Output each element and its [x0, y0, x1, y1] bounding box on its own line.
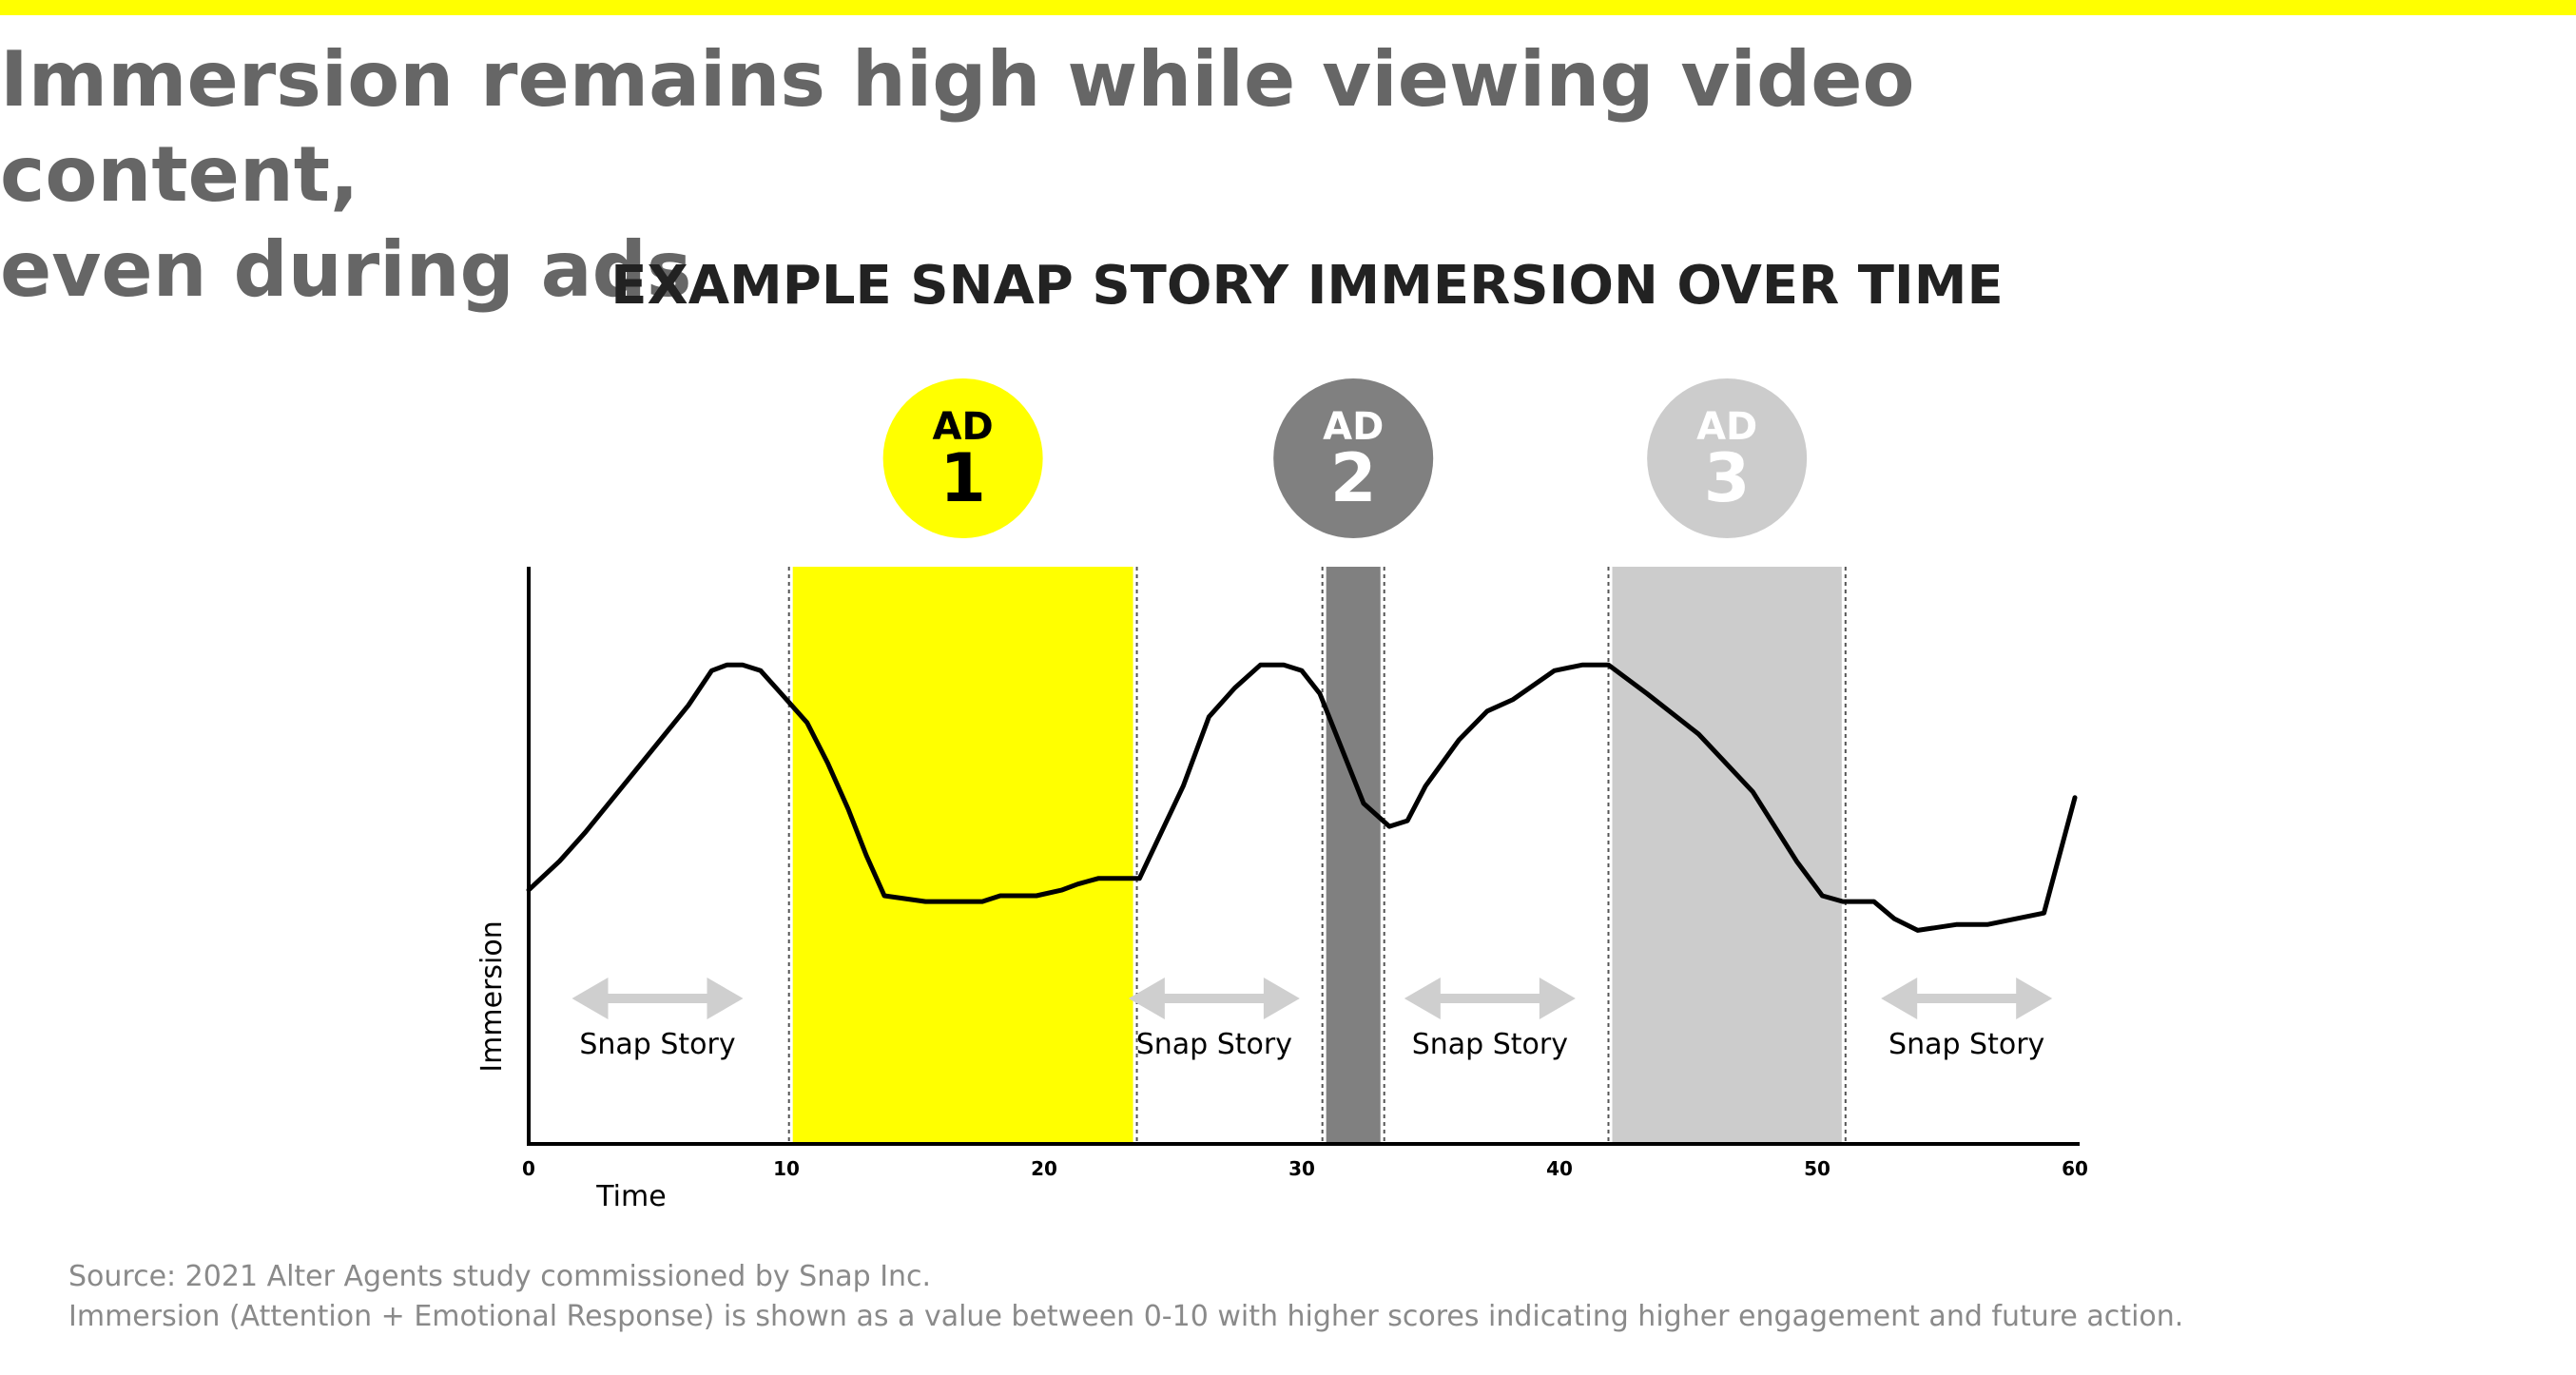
- snap-story-arrow-left-head-4: [1881, 978, 1918, 1019]
- x-axis-label: Time: [595, 1180, 666, 1213]
- snap-story-arrow-right-head-2: [1263, 978, 1300, 1019]
- snap-story-annotations: Snap Story Snap Story Snap Story Snap Story: [571, 978, 2053, 1061]
- y-axis-label: Immersion: [475, 920, 509, 1072]
- x-tick-label-20: 20: [1031, 1157, 1057, 1180]
- snap-story-label-3: Snap Story: [1412, 1028, 1568, 1061]
- ad-3-badge-number: 3: [1704, 439, 1751, 517]
- footnotes: Source: 2021 Alter Agents study commissi…: [68, 1257, 2183, 1337]
- chart-title: EXAMPLE SNAP STORY IMMERSION OVER TIME: [610, 255, 2004, 317]
- snap-story-arrow-left-head-2: [1128, 978, 1165, 1019]
- ad-blocks: [787, 567, 1847, 1144]
- ad-2-badge: [1273, 378, 1434, 538]
- snap-story-label-1: Snap Story: [579, 1028, 735, 1061]
- x-tick-label-10: 10: [773, 1157, 800, 1180]
- x-tick-label-30: 30: [1288, 1157, 1315, 1180]
- snap-story-label-2: Snap Story: [1136, 1028, 1292, 1061]
- top-accent-bar: [0, 0, 2576, 15]
- ad-1-badge: [882, 378, 1043, 538]
- ad-3-badge: [1647, 378, 1808, 538]
- ad-3-badge-label: AD: [1696, 405, 1757, 449]
- x-tick-label-60: 60: [2062, 1157, 2088, 1180]
- snap-story-arrow-right-head-4: [2016, 978, 2053, 1019]
- ad-1-badge-label: AD: [933, 405, 994, 449]
- ad-2-badge-label: AD: [1323, 405, 1384, 449]
- snap-story-label-4: Snap Story: [1888, 1028, 2044, 1061]
- snap-story-arrow-right-head-3: [1539, 978, 1576, 1019]
- x-tick-label-0: 0: [522, 1157, 535, 1180]
- snap-story-arrow-left-head-3: [1404, 978, 1441, 1019]
- ad-1-badge-number: 1: [939, 439, 986, 517]
- headline-line-2: even during ads: [0, 225, 692, 314]
- headline-line-1: Immersion remains high while viewing vid…: [0, 35, 1915, 219]
- ad-1-block: [792, 567, 1133, 1142]
- snap-story-arrow-left-head-1: [571, 978, 609, 1019]
- x-tick-labels: 0 10 20 30 40 50 60: [522, 1157, 2088, 1180]
- snap-story-arrow-right-head-1: [707, 978, 744, 1019]
- source-note: Source: 2021 Alter Agents study commissi…: [68, 1260, 932, 1293]
- headline: Immersion remains high while viewing vid…: [0, 32, 2187, 318]
- chart-axes: [527, 567, 2080, 1146]
- x-tick-label-50: 50: [1804, 1157, 1830, 1180]
- ad-2-badge-number: 2: [1330, 439, 1377, 517]
- immersion-definition-note: Immersion (Attention + Emotional Respons…: [68, 1300, 2184, 1333]
- x-tick-label-40: 40: [1546, 1157, 1573, 1180]
- ad-3-block: [1612, 567, 1842, 1142]
- ad-2-block: [1326, 567, 1381, 1142]
- immersion-series-line: [526, 662, 2078, 933]
